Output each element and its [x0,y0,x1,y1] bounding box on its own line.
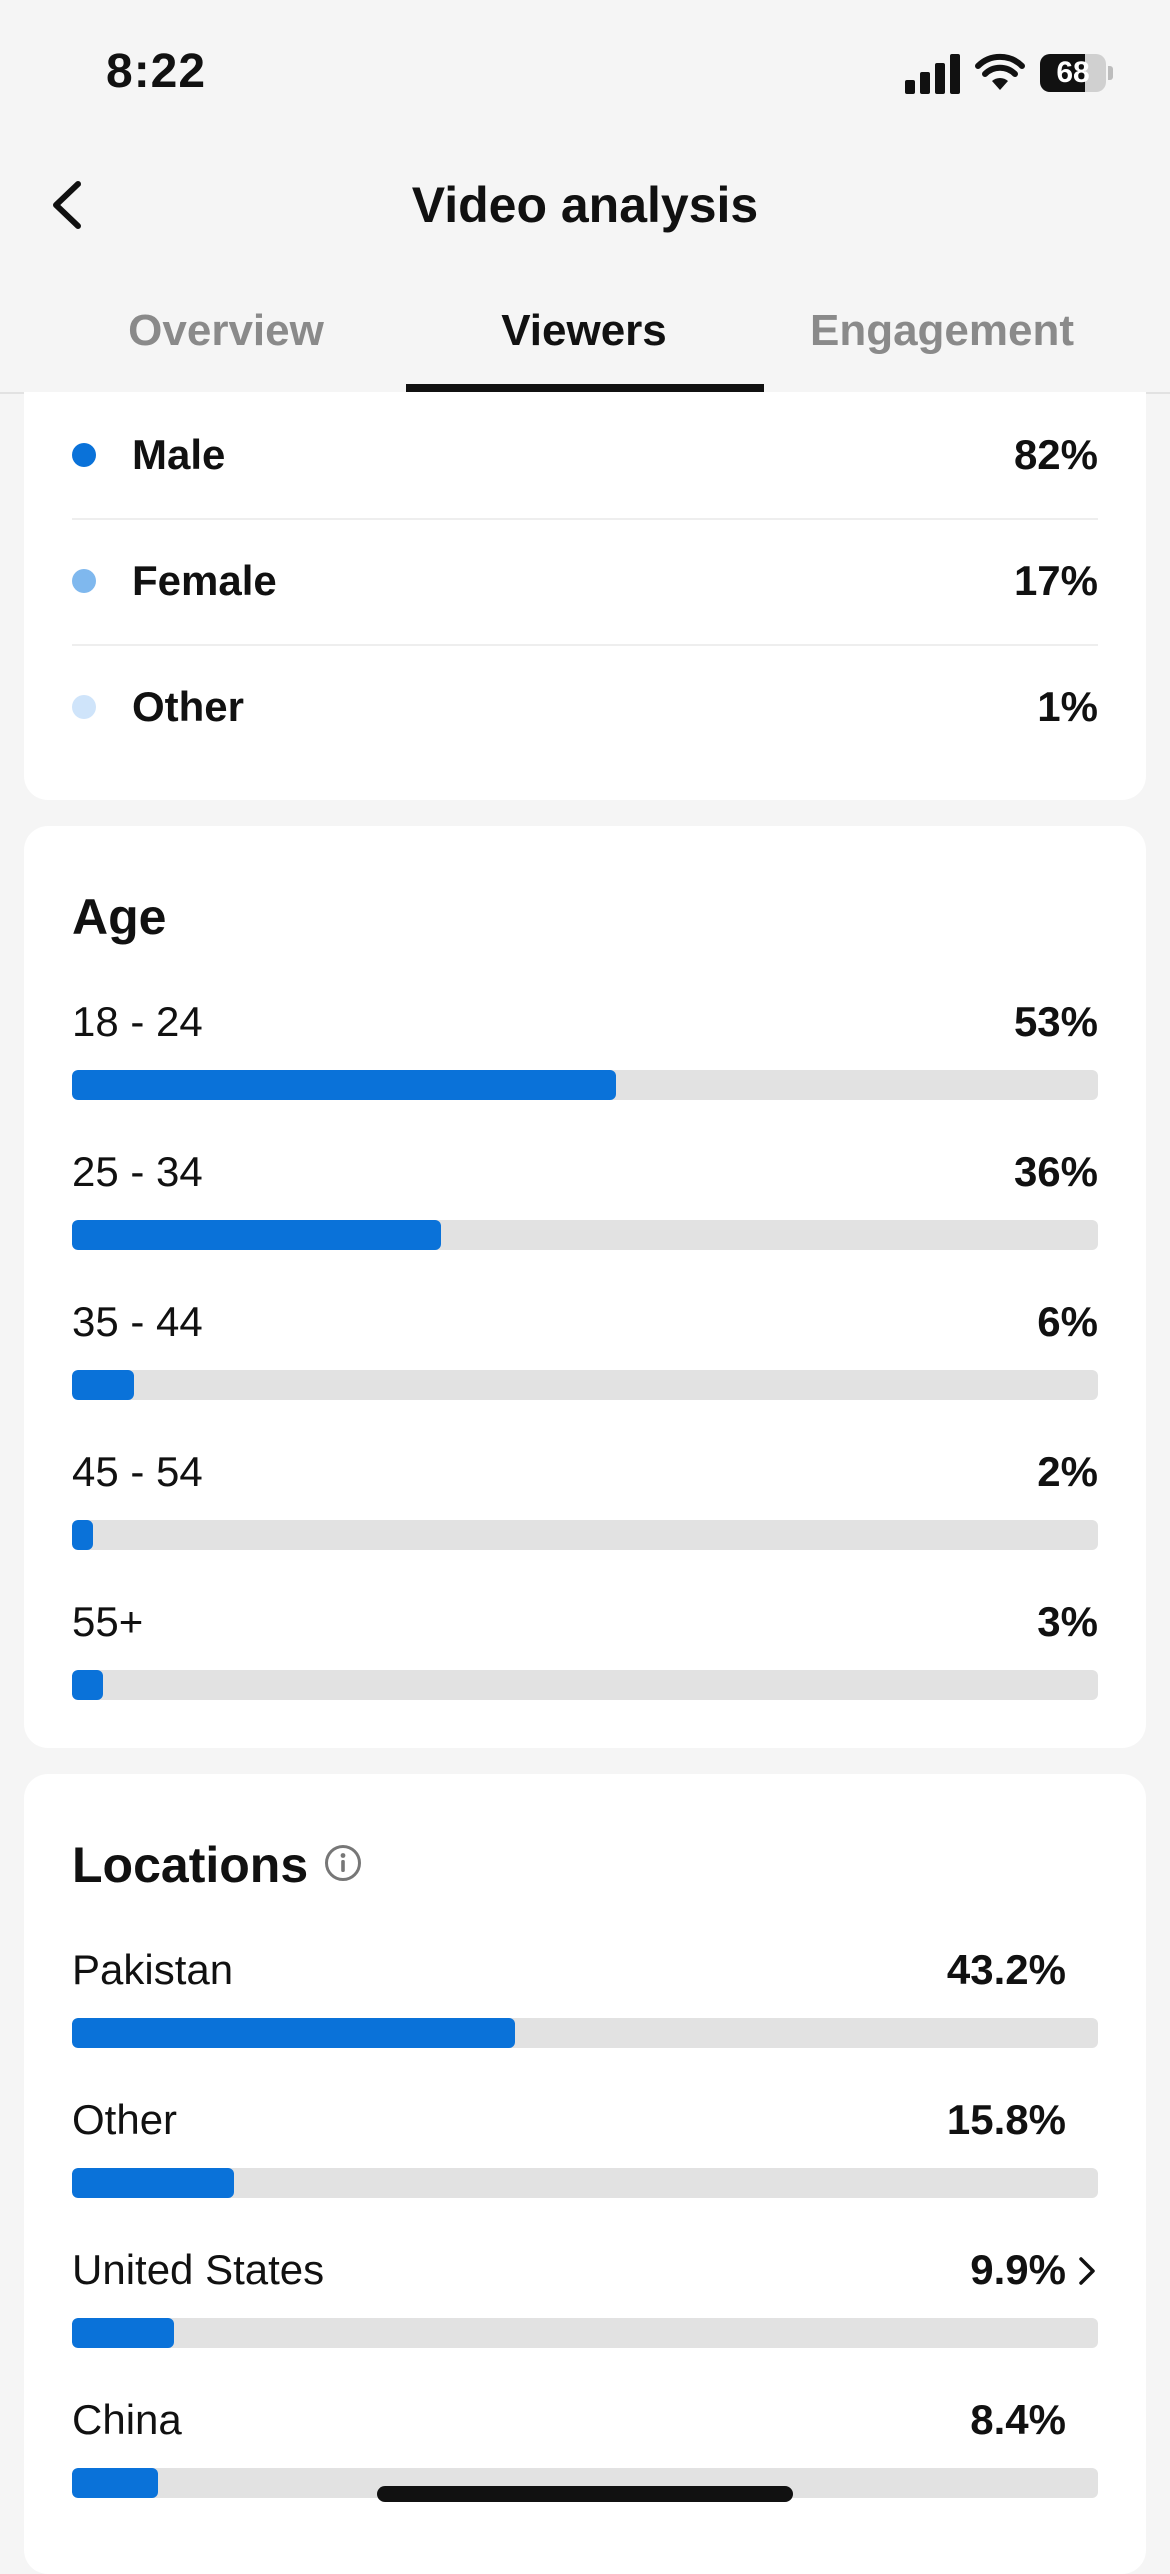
progress-fill [72,2468,159,2498]
battery-level: 68 [1056,56,1090,89]
age-label: 25 - 34 [72,1148,203,1195]
progress-fill [72,2018,516,2048]
age-label: 55+ [72,1598,144,1645]
cellular-signal-icon [905,54,961,94]
legend-dot [72,569,96,593]
wifi-icon [975,53,1025,90]
tab-overview[interactable]: Overview [128,306,324,355]
location-value: 8.4% [970,2396,1066,2443]
age-value: 3% [1037,1598,1098,1645]
location-row: China 8.4% [72,2396,1098,2522]
age-row: 45 - 54 2% [72,1448,1098,1574]
progress-track [72,2318,1098,2348]
location-row: Other 15.8% [72,2096,1098,2222]
location-value: 15.8% [946,2096,1066,2143]
gender-row-male: Male 82% [72,392,1098,520]
progress-track [72,1520,1098,1550]
back-button[interactable] [40,170,100,240]
progress-track [72,1370,1098,1400]
age-label: 35 - 44 [72,1298,203,1345]
progress-fill [72,1370,134,1400]
locations-card: Locations Pakistan 43.2% Other 15.8% Uni… [24,1774,1146,2574]
locations-title: Locations [72,1837,309,1893]
location-row-united-states[interactable]: United States 9.9% [72,2246,1098,2372]
progress-fill [72,1520,93,1550]
progress-track [72,1070,1098,1100]
legend-dot [72,443,96,467]
age-title: Age [72,889,167,945]
progress-track [72,2468,1098,2498]
legend-dot [72,695,96,719]
progress-fill [72,2318,174,2348]
age-value: 2% [1037,1448,1098,1495]
progress-track [72,2018,1098,2048]
progress-fill [72,1220,442,1250]
progress-fill [72,2168,235,2198]
age-value: 53% [1013,998,1098,1045]
battery-fill [1040,54,1085,92]
gender-value: 82% [1013,431,1098,478]
location-value: 43.2% [946,1946,1066,1993]
chevron-left-icon [53,181,81,229]
age-label: 45 - 54 [72,1448,203,1495]
battery-icon: 68 [1040,54,1113,92]
progress-track [72,2168,1098,2198]
age-value: 6% [1037,1298,1098,1345]
gender-row-female: Female 17% [72,518,1098,646]
tab-engagement[interactable]: Engagement [809,306,1075,355]
status-bar: 8:22 68 [0,0,1170,150]
progress-track [72,1220,1098,1250]
age-label: 18 - 24 [72,998,203,1045]
gender-label: Male [132,431,226,478]
page-title: Video analysis [411,177,759,233]
home-indicator[interactable] [377,2486,793,2502]
gender-label: Other [132,683,245,730]
status-time: 8:22 [106,45,207,98]
progress-fill [72,1670,103,1700]
age-row: 18 - 24 53% [72,998,1098,1124]
age-row: 25 - 34 36% [72,1148,1098,1274]
gender-row-other: Other 1% [72,644,1098,770]
chevron-right-icon[interactable] [1076,2254,1098,2288]
progress-fill [72,1070,616,1100]
location-label: Other [72,2096,178,2143]
gender-label: Female [132,557,277,604]
active-tab-indicator [406,384,764,392]
location-value: 9.9% [970,2246,1066,2293]
age-value: 36% [1013,1148,1098,1195]
tab-viewers[interactable]: Viewers [501,306,667,355]
age-card: Age 18 - 24 53% 25 - 34 36% 35 - 44 6% 4… [24,826,1146,1748]
gender-card: Male 82% Female 17% Other 1% [24,392,1146,800]
gender-value: 1% [1037,683,1098,730]
location-label: United States [72,2246,325,2293]
tab-bar: Overview Viewers Engagement [0,290,1170,394]
gender-value: 17% [1013,557,1098,604]
age-row: 35 - 44 6% [72,1298,1098,1424]
location-label: China [72,2396,182,2443]
progress-track [72,1670,1098,1700]
age-row: 55+ 3% [72,1598,1098,1724]
location-row: Pakistan 43.2% [72,1946,1098,2072]
info-icon[interactable] [324,1844,362,1882]
location-label: Pakistan [72,1946,234,1993]
